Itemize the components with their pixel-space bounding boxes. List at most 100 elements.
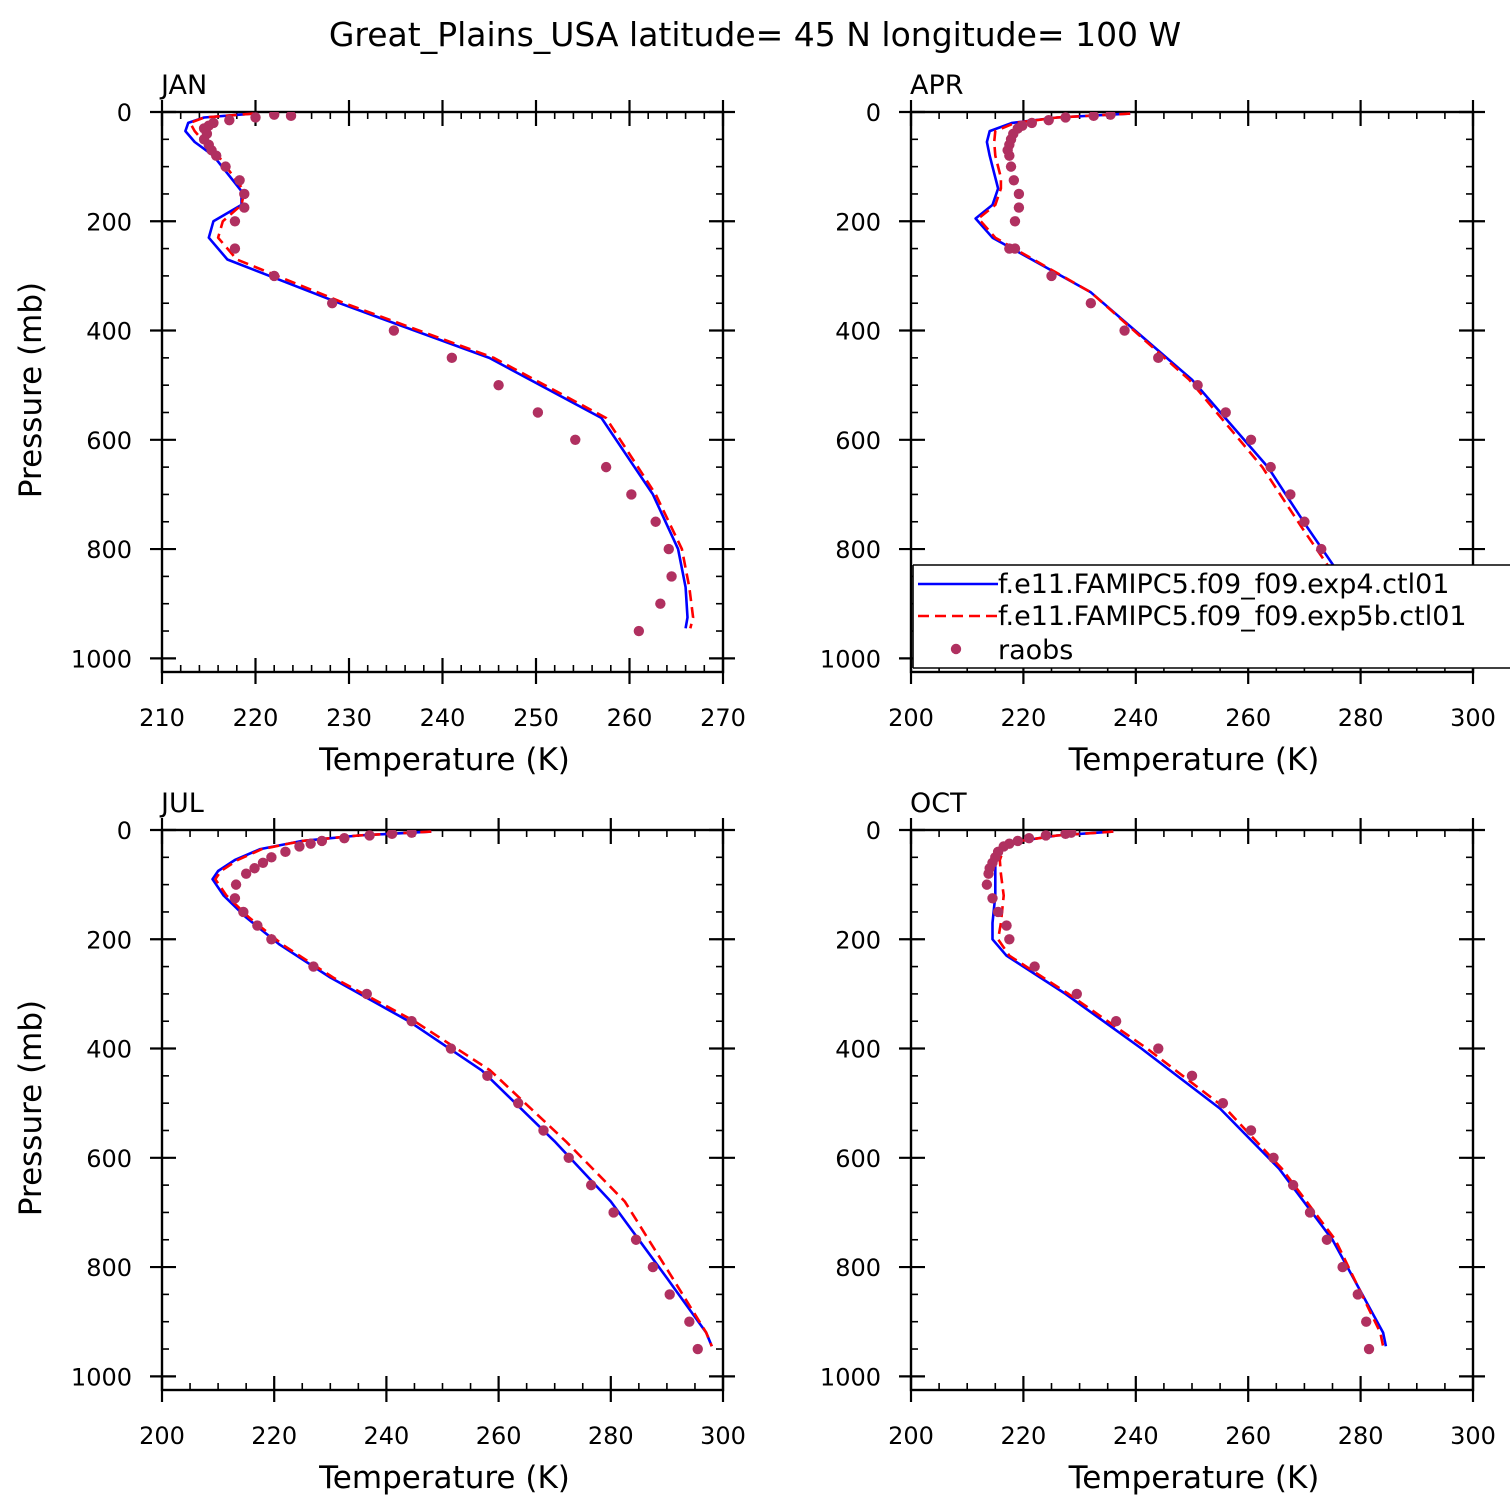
raobs-point (239, 188, 250, 200)
raobs-point (230, 879, 242, 890)
legend-label: f.e11.FAMIPC5.f09_f09.exp4.ctl01 (998, 569, 1449, 600)
raobs-point (294, 841, 305, 852)
raobs-point (513, 1097, 524, 1109)
panel-title: APR (910, 70, 964, 101)
y-tick-label: 800 (86, 536, 132, 564)
x-tick-label: 260 (476, 1422, 522, 1450)
legend-background (913, 565, 1510, 668)
series-line-exp4 (974, 112, 1376, 630)
raobs-point (608, 1207, 619, 1218)
panel-title: OCT (910, 788, 967, 819)
x-tick-label: 210 (139, 704, 185, 732)
y-axis-label: Pressure (mb) (13, 1000, 49, 1216)
x-tick-label: 260 (1225, 704, 1271, 732)
x-axis-label: Temperature (K) (318, 1460, 570, 1496)
raobs-point (1285, 489, 1296, 500)
x-tick-label: 260 (1225, 1422, 1271, 1450)
y-tick-label: 1000 (820, 645, 881, 673)
y-tick-label: 400 (835, 318, 881, 346)
raobs-point (406, 1016, 417, 1027)
raobs-point (585, 1179, 597, 1191)
plot-frame (909, 828, 1475, 1392)
y-tick-label: 600 (835, 427, 881, 455)
y-tick-label: 1000 (71, 1363, 132, 1391)
raobs-point (446, 352, 458, 364)
raobs-point (981, 879, 993, 890)
raobs-point (406, 830, 417, 838)
raobs-point (1220, 407, 1231, 418)
series-line-exp4 (211, 830, 714, 1347)
x-tick-label: 220 (251, 1422, 297, 1450)
y-tick-label: 400 (86, 318, 132, 346)
raobs-point (211, 150, 222, 161)
raobs-point (1085, 298, 1097, 309)
series-line-exp5b (214, 830, 714, 1347)
raobs-point (983, 868, 994, 879)
x-tick-label: 300 (1450, 704, 1496, 732)
series-group (974, 112, 1376, 637)
plot-frame (909, 110, 1475, 674)
raobs-point (1001, 920, 1012, 931)
y-tick-label: 1000 (820, 1363, 881, 1391)
y-axis-label: Pressure (mb) (13, 282, 49, 498)
raobs-point (1352, 1289, 1363, 1300)
x-tick-label: 220 (233, 704, 279, 732)
raobs-point (266, 934, 277, 945)
x-tick-label: 260 (607, 704, 653, 732)
raobs-point (252, 920, 263, 931)
raobs-point (1071, 988, 1082, 1000)
raobs-point (250, 112, 261, 123)
y-tick-label: 0 (117, 817, 132, 845)
x-tick-label: 230 (326, 704, 372, 732)
raobs-point (388, 325, 400, 336)
series-line-exp4 (991, 830, 1388, 1347)
raobs-point (1026, 117, 1038, 129)
y-tick-label: 400 (835, 1036, 881, 1064)
raobs-point (664, 1289, 675, 1300)
series-line-exp5b (977, 112, 1373, 630)
raobs-point (1287, 1179, 1299, 1191)
y-tick-label: 1000 (71, 645, 132, 673)
raobs-point (364, 830, 375, 841)
y-tick-label: 800 (86, 1254, 132, 1282)
raobs-point (266, 852, 277, 863)
raobs-point (445, 1043, 457, 1054)
raobs-point (692, 1343, 703, 1355)
x-tick-label: 240 (420, 704, 466, 732)
raobs-point (1268, 1152, 1279, 1164)
legend: f.e11.FAMIPC5.f09_f09.exp4.ctl01f.e11.FA… (912, 564, 1510, 669)
raobs-point (1186, 1070, 1198, 1082)
series-group (981, 830, 1388, 1355)
raobs-point (229, 216, 241, 227)
raobs-point (1153, 352, 1164, 364)
x-tick-label: 200 (888, 704, 934, 732)
raobs-point (570, 434, 581, 446)
series-group (211, 830, 714, 1355)
raobs-point (1060, 112, 1071, 123)
raobs-point (1040, 830, 1052, 841)
x-tick-label: 240 (1113, 704, 1159, 732)
raobs-point (650, 516, 661, 527)
raobs-point (563, 1152, 574, 1164)
raobs-point (1004, 934, 1015, 945)
raobs-point (308, 961, 319, 972)
raobs-point (339, 832, 350, 844)
raobs-point (482, 1070, 493, 1082)
raobs-point (229, 243, 241, 254)
raobs-point (1337, 1261, 1348, 1273)
raobs-point (234, 175, 245, 186)
raobs-point (257, 857, 269, 868)
y-tick-label: 0 (117, 99, 132, 127)
raobs-point (655, 598, 666, 609)
raobs-point (220, 161, 231, 172)
legend-label: f.e11.FAMIPC5.f09_f09.exp5b.ctl01 (998, 601, 1467, 632)
y-tick-label: 0 (866, 99, 881, 127)
raobs-point (1005, 161, 1017, 172)
raobs-point (1361, 1316, 1372, 1327)
x-axis-label: Temperature (K) (318, 742, 570, 778)
y-tick-label: 400 (86, 1036, 132, 1064)
y-tick-label: 0 (866, 817, 881, 845)
y-tick-label: 200 (86, 926, 132, 954)
x-tick-label: 280 (588, 1422, 634, 1450)
raobs-point (1046, 270, 1057, 282)
